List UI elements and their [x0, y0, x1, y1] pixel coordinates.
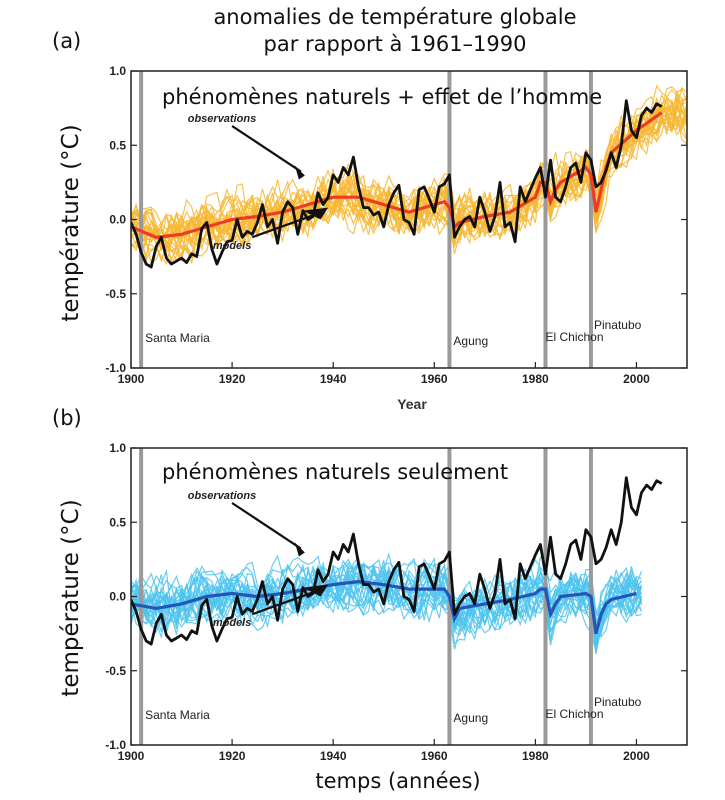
volcano-label: Pinatubo — [594, 318, 642, 332]
plot-content — [131, 448, 663, 745]
volcano-label: El Chichon — [545, 707, 603, 721]
y-tick-label: -1.0 — [105, 738, 126, 752]
volcano-label: Pinatubo — [594, 695, 642, 709]
y-tick-label: 0.0 — [109, 213, 126, 227]
y-axis-label-b: température (°C) — [58, 499, 84, 696]
y-tick-label: 1.0 — [109, 441, 126, 455]
panel-label-a: (a) — [52, 29, 81, 53]
y-tick-label: 0.5 — [109, 515, 126, 529]
annotation-arrow — [231, 125, 302, 173]
annotation-observations: observations — [188, 490, 256, 502]
y-tick-label: 1.0 — [109, 64, 126, 78]
panel-heading: phénomènes naturels + effet de l’homme — [162, 85, 602, 109]
x-tick-label: 1920 — [219, 749, 246, 763]
figure-title-line2: par rapport à 1961–1990 — [264, 32, 527, 56]
plot-area-a: phénomènes naturels + effet de l’homme 1.… — [105, 64, 688, 386]
observations-line — [131, 99, 663, 269]
volcano-label: El Chichon — [545, 330, 603, 344]
annotation-arrow — [251, 212, 319, 239]
model-run-line — [131, 554, 643, 650]
x-tick-label: 1940 — [320, 372, 347, 386]
x-axis-label-b: temps (années) — [315, 769, 480, 793]
x-axis-label-a: Year — [397, 396, 427, 412]
figure-title-line1: anomalies de température globale — [213, 5, 576, 29]
model-run-line — [131, 558, 643, 638]
volcano-label: Agung — [453, 334, 488, 348]
plot-area-b: phénomènes naturels seulement 1.0 0.5 0.0 -0… — [105, 441, 688, 763]
y-tick-label: -1.0 — [105, 361, 126, 375]
y-tick-label: -0.5 — [105, 287, 126, 301]
model-run-line — [131, 566, 643, 646]
y-tick-label: 0.5 — [109, 138, 126, 152]
y-tick-label: 0.0 — [109, 590, 126, 604]
annotation-observations: observations — [188, 113, 256, 125]
x-tick-label: 2000 — [623, 749, 650, 763]
panel-label-b: (b) — [52, 406, 82, 430]
observations-line — [131, 476, 663, 646]
annotation-arrowhead — [302, 207, 329, 220]
panel-b: (b) température (°C) phénomènes naturels… — [52, 406, 688, 793]
volcano-label: Santa Maria — [145, 708, 210, 722]
x-tick-label: 1940 — [320, 749, 347, 763]
model-run-line — [131, 561, 643, 648]
annotation-models: models — [213, 240, 252, 252]
model-mean-line — [131, 579, 637, 635]
annotation-arrow — [251, 589, 319, 616]
annotation-arrowhead — [294, 165, 305, 180]
y-axis-label-a: température (°C) — [58, 124, 84, 321]
x-tick-label: 1900 — [118, 372, 145, 386]
plot-content — [131, 71, 687, 368]
annotation-arrowhead — [294, 542, 305, 557]
volcano-label: Santa Maria — [145, 331, 210, 345]
x-tick-label: 1920 — [219, 372, 246, 386]
x-tick-label: 1980 — [522, 749, 549, 763]
panel-heading: phénomènes naturels seulement — [162, 460, 508, 484]
annotation-models: models — [213, 617, 252, 629]
y-tick-label: -0.5 — [105, 664, 126, 678]
volcano-label: Agung — [453, 711, 488, 725]
x-tick-label: 1900 — [118, 749, 145, 763]
x-tick-label: 1980 — [522, 372, 549, 386]
x-tick-label: 1960 — [421, 372, 448, 386]
x-tick-label: 2000 — [623, 372, 650, 386]
panel-a: (a) température (°C) phénomènes naturels… — [52, 29, 688, 412]
x-tick-label: 1960 — [421, 749, 448, 763]
annotation-arrowhead — [302, 584, 329, 597]
annotation-arrow — [231, 502, 302, 550]
